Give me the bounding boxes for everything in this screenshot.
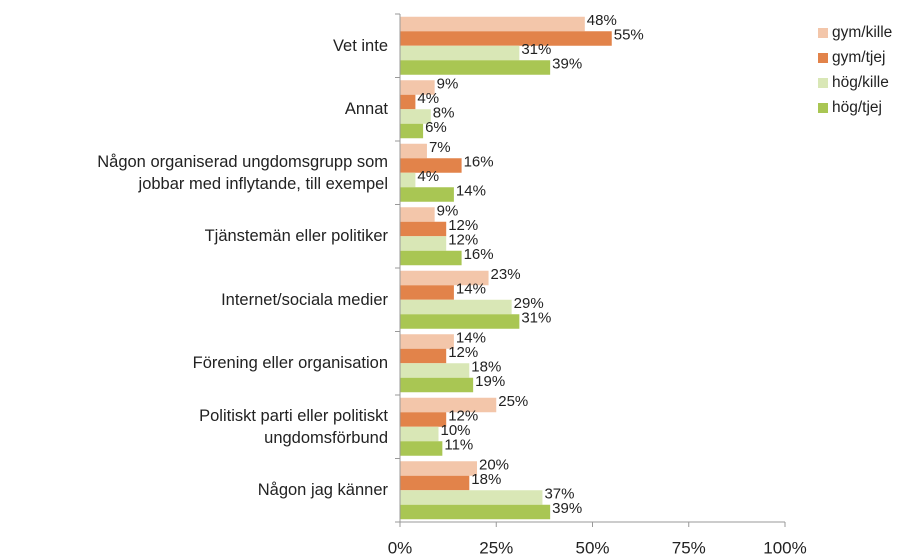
data-label: 12%: [448, 344, 478, 361]
y-tick-label: Någon organiserad ungdomsgrupp som jobba…: [97, 152, 388, 193]
bar: [400, 143, 427, 159]
y-tick-label: Någon jag känner: [257, 481, 388, 500]
data-label: 23%: [491, 266, 521, 283]
data-label: 19%: [475, 373, 505, 390]
bar: [400, 31, 612, 46]
legend-label: gym/tjej: [832, 49, 885, 66]
bar: [400, 475, 470, 491]
bar: [400, 250, 462, 266]
data-label: 14%: [456, 280, 486, 297]
x-tick-label: 50%: [575, 538, 609, 557]
data-label: 31%: [521, 41, 551, 58]
bar: [400, 60, 551, 75]
data-label: 18%: [471, 358, 501, 375]
bar: [400, 187, 454, 202]
bar: [400, 123, 424, 139]
y-tick-label: Politiskt parti eller politiskt ungdomsf…: [199, 406, 388, 447]
bar: [400, 426, 439, 442]
bar: [400, 348, 447, 364]
legend-label: gym/kille: [832, 24, 892, 41]
data-label: 9%: [437, 75, 459, 92]
bar: [400, 461, 477, 476]
y-tick-label: Vet inte: [332, 36, 388, 55]
x-tick-label: 75%: [672, 538, 706, 557]
data-label: 37%: [544, 485, 574, 502]
bar: [400, 314, 520, 329]
x-tick-label: 100%: [763, 538, 806, 557]
legend-swatch: [818, 53, 828, 63]
bar: [400, 109, 431, 124]
data-label: 16%: [464, 153, 494, 170]
bar: [400, 334, 454, 349]
bar: [400, 504, 551, 520]
bar: [400, 441, 443, 456]
data-label: 25%: [498, 393, 528, 410]
bar: [400, 490, 543, 505]
legend-label: hög/kille: [832, 74, 889, 91]
data-label: 14%: [456, 182, 486, 199]
legend-swatch: [818, 103, 828, 113]
data-label: 39%: [552, 500, 582, 517]
data-label: 39%: [552, 55, 582, 72]
data-label: 29%: [514, 295, 544, 312]
bar: [400, 236, 447, 251]
y-tick-label: Internet/sociala medier: [221, 290, 388, 309]
data-label: 31%: [521, 309, 551, 326]
bar: [400, 285, 454, 300]
data-label: 16%: [464, 246, 494, 263]
y-tick-label: Förening eller organisation: [192, 354, 388, 373]
data-label: 10%: [441, 422, 471, 439]
x-tick-label: 0%: [388, 538, 413, 557]
data-label: 4%: [417, 90, 439, 107]
legend-swatch: [818, 28, 828, 38]
data-label: 20%: [479, 456, 509, 473]
y-tick-label: Annat: [344, 100, 388, 119]
bar: [400, 16, 585, 32]
data-label: 12%: [448, 407, 478, 424]
data-label: 55%: [614, 26, 644, 43]
data-label: 48%: [587, 12, 617, 29]
bar: [400, 207, 435, 222]
legend-label: hög/tjej: [832, 99, 882, 116]
data-label: 12%: [448, 231, 478, 248]
legend-swatch: [818, 78, 828, 88]
bar: [400, 412, 447, 427]
bar: [400, 45, 520, 61]
x-tick-label: 25%: [479, 538, 513, 557]
data-label: 6%: [425, 119, 447, 136]
data-label: 11%: [444, 436, 473, 453]
data-label: 14%: [456, 329, 486, 346]
data-label: 4%: [417, 168, 439, 185]
data-label: 18%: [471, 471, 501, 488]
data-label: 7%: [429, 139, 451, 156]
bar: [400, 397, 497, 413]
bar: [400, 270, 489, 286]
data-label: 9%: [437, 202, 459, 219]
bar: [400, 221, 447, 237]
y-tick-label: Tjänstemän eller politiker: [204, 227, 388, 246]
bar: [400, 377, 474, 393]
data-label: 8%: [433, 104, 455, 121]
data-label: 12%: [448, 217, 478, 234]
bar: [400, 363, 470, 378]
bar: [400, 158, 462, 173]
bar: [400, 299, 512, 315]
bar: [400, 172, 416, 188]
bar: [400, 94, 416, 110]
bar: [400, 80, 435, 95]
